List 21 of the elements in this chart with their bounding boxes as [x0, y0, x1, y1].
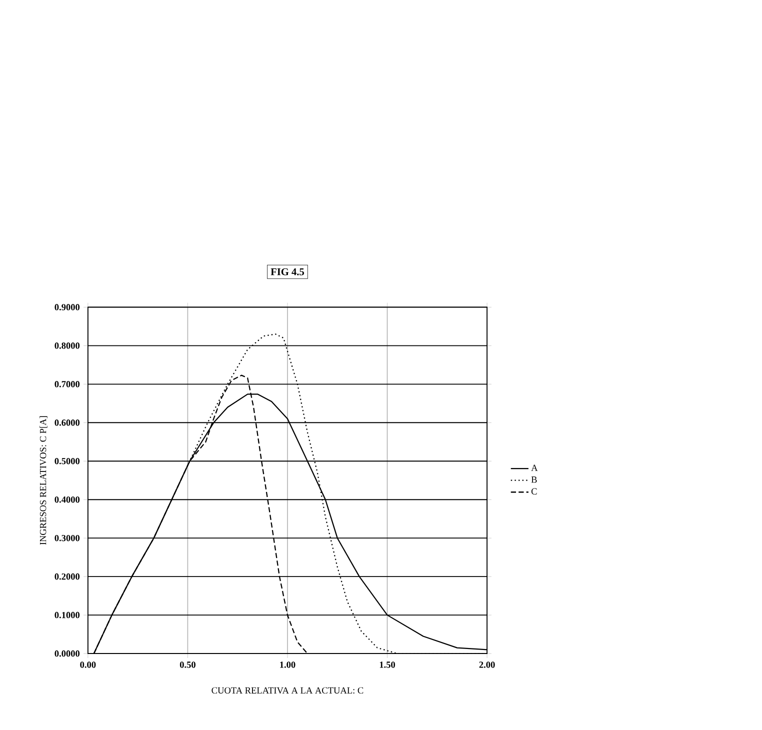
y-tick-label: 0.7000: [54, 381, 80, 388]
legend-label: C: [531, 488, 537, 495]
y-tick-label: 0.9000: [54, 304, 80, 310]
y-axis-title: INGRESOS RELATIVOS: C P[A]: [40, 416, 48, 545]
y-tick-label: 0.1000: [54, 612, 80, 618]
chart-title: FIG 4.5: [270, 268, 304, 276]
x-tick-label: 2.00: [479, 662, 495, 668]
x-axis-title: CUOTA RELATIVA A LA ACTUAL: C: [212, 687, 364, 694]
x-tick-label: 0.00: [80, 662, 96, 668]
legend-label: B: [531, 476, 537, 483]
legend-label: A: [531, 464, 538, 472]
y-tick-label: 0.5000: [54, 458, 80, 464]
y-tick-label: 0.2000: [54, 574, 80, 580]
y-tick-label: 0.8000: [54, 342, 80, 349]
x-tick-label: 0.50: [180, 662, 196, 668]
y-tick-label: 0.6000: [54, 420, 80, 426]
y-tick-label: 0.0000: [54, 650, 80, 657]
y-tick-label: 0.3000: [54, 535, 80, 542]
x-tick-label: 1.00: [280, 662, 296, 668]
y-tick-label: 0.4000: [54, 496, 80, 503]
x-tick-label: 1.50: [380, 662, 396, 668]
